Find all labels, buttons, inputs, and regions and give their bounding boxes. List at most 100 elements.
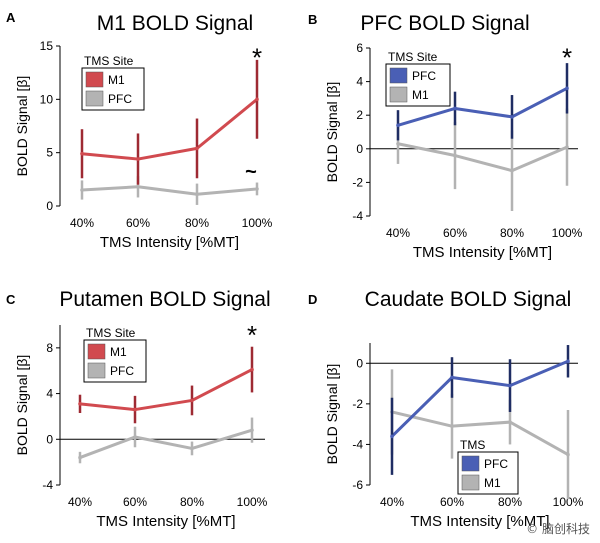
y-tick-label: -6 xyxy=(352,478,363,492)
data-point xyxy=(195,146,199,151)
watermark-text: © 脑创科技 xyxy=(526,522,590,536)
legend-swatch xyxy=(461,474,480,491)
legend-label: M1 xyxy=(484,476,501,490)
x-axis-label: TMS Intensity [%MT] xyxy=(413,244,552,261)
series-line xyxy=(391,410,569,456)
data-point xyxy=(250,428,254,432)
data-point xyxy=(510,115,514,119)
x-tick-label: 40% xyxy=(386,226,410,240)
series-line xyxy=(79,368,253,412)
data-point xyxy=(453,106,457,111)
y-tick-label: -4 xyxy=(42,478,53,492)
x-tick-label: 80% xyxy=(180,495,204,509)
data-point xyxy=(508,420,512,424)
x-tick-label: 100% xyxy=(553,495,584,509)
y-tick-label: 4 xyxy=(356,75,363,89)
series-m1 xyxy=(78,346,254,424)
x-tick-label: 60% xyxy=(440,495,464,509)
y-tick-label: 2 xyxy=(356,108,363,122)
panel-a: A M1 BOLD Signal 0 5 10 15 BOLD Signal [β] 40% 6… xyxy=(6,10,273,251)
chart-title: M1 BOLD Signal xyxy=(97,12,253,35)
legend-label: PFC xyxy=(108,92,132,106)
legend-swatch xyxy=(461,455,480,472)
series-line xyxy=(397,86,568,127)
y-tick-label: 10 xyxy=(40,92,54,106)
legend-title: TMS xyxy=(460,438,485,452)
x-axis-label: TMS Intensity [%MT] xyxy=(100,234,239,251)
y-tick-label: 8 xyxy=(46,341,53,355)
x-tick-label: 60% xyxy=(123,495,147,509)
x-axis-label: TMS Intensity [%MT] xyxy=(96,513,235,530)
data-point xyxy=(510,168,514,173)
x-tick-label: 40% xyxy=(380,495,404,509)
x-tick-label: 60% xyxy=(443,226,467,240)
chart-title: Caudate BOLD Signal xyxy=(365,288,572,311)
series-pfc xyxy=(78,417,254,464)
y-tick-label: 15 xyxy=(40,39,54,53)
legend-label: M1 xyxy=(108,73,125,87)
data-point xyxy=(450,424,454,428)
data-point xyxy=(396,141,400,146)
data-point xyxy=(78,455,82,460)
data-point xyxy=(136,157,140,161)
y-tick-label: -2 xyxy=(352,175,363,189)
panel-letter: C xyxy=(6,292,16,307)
legend-swatch xyxy=(389,86,408,103)
x-tick-label: 40% xyxy=(68,495,92,509)
y-tick-label: 0 xyxy=(46,199,53,213)
series-line xyxy=(81,98,258,161)
data-point xyxy=(566,359,570,364)
y-tick-label: -4 xyxy=(352,209,363,223)
legend-swatch xyxy=(85,90,104,107)
x-tick-label: 100% xyxy=(552,226,583,240)
y-tick-label: 5 xyxy=(46,146,53,160)
series-pfc xyxy=(80,176,259,205)
legend-label: PFC xyxy=(110,364,134,378)
legend-label: PFC xyxy=(412,69,436,83)
legend: TMS Site M1 PFC xyxy=(81,54,145,111)
legend-label: PFC xyxy=(484,457,508,471)
data-point xyxy=(133,407,137,412)
data-point xyxy=(453,153,457,158)
trend-tilde: ~ xyxy=(245,161,257,183)
x-tick-label: 80% xyxy=(500,226,524,240)
chart-title: Putamen BOLD Signal xyxy=(59,288,270,311)
y-tick-label: 0 xyxy=(356,356,363,370)
significance-asterisk: * xyxy=(252,43,262,73)
legend-swatch xyxy=(85,71,104,88)
data-point xyxy=(80,151,84,156)
y-tick-label: 0 xyxy=(46,432,53,446)
legend: TMS Site M1 PFC xyxy=(83,326,147,383)
legend-title: TMS Site xyxy=(86,326,136,340)
y-tick-label: 6 xyxy=(356,41,363,55)
y-axis-label: BOLD Signal [β] xyxy=(14,76,30,177)
y-tick-label: -2 xyxy=(352,397,363,411)
x-tick-label: 60% xyxy=(126,216,150,230)
legend-swatch xyxy=(87,362,106,379)
significance-asterisk: * xyxy=(562,42,572,72)
legend: TMS PFC M1 xyxy=(457,438,519,495)
data-point xyxy=(133,435,137,439)
panel-letter: D xyxy=(308,292,317,307)
legend-label: M1 xyxy=(412,88,429,102)
panel-letter: B xyxy=(308,12,317,27)
legend-title: TMS Site xyxy=(84,54,134,68)
data-point xyxy=(508,383,512,388)
y-axis-label: BOLD Signal [β] xyxy=(324,364,340,465)
data-point xyxy=(190,446,194,451)
data-point xyxy=(78,402,82,406)
chart-title: PFC BOLD Signal xyxy=(360,12,529,35)
x-tick-label: 40% xyxy=(70,216,94,230)
legend-swatch xyxy=(389,67,408,84)
data-point xyxy=(390,434,394,439)
series-line xyxy=(79,428,253,459)
y-tick-label: 0 xyxy=(356,142,363,156)
x-tick-label: 80% xyxy=(185,216,209,230)
x-axis-label: TMS Intensity [%MT] xyxy=(410,513,549,530)
legend-title: TMS Site xyxy=(388,50,438,64)
data-point xyxy=(450,375,454,380)
series-line xyxy=(81,185,258,196)
series-pfc xyxy=(390,345,570,475)
significance-asterisk: * xyxy=(247,320,257,350)
